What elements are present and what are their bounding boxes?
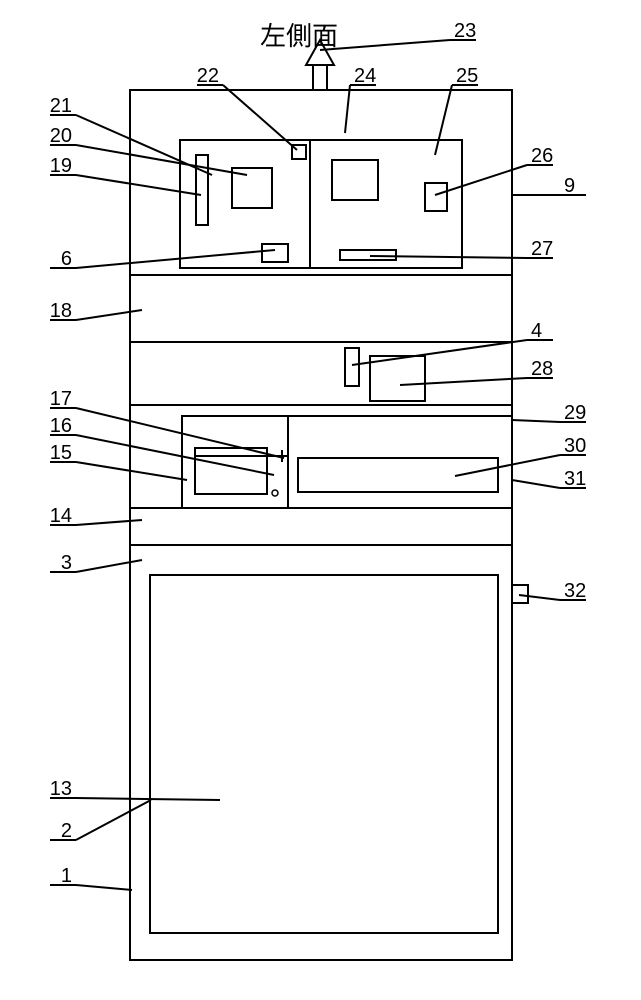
leader-4 bbox=[352, 340, 527, 365]
leader-18 bbox=[76, 310, 142, 320]
part-24 bbox=[332, 160, 378, 200]
label-29: 29 bbox=[564, 402, 586, 424]
label-24: 24 bbox=[354, 65, 376, 87]
label-19: 19 bbox=[50, 155, 72, 177]
leader-27 bbox=[370, 256, 527, 258]
label-1: 1 bbox=[61, 865, 72, 887]
part-30 bbox=[298, 458, 498, 492]
label-17: 17 bbox=[50, 388, 72, 410]
part-26 bbox=[425, 183, 447, 211]
part-16 bbox=[272, 490, 278, 496]
part-6 bbox=[262, 244, 288, 262]
label-6: 6 bbox=[61, 248, 72, 270]
label-28: 28 bbox=[531, 358, 553, 380]
outline-1 bbox=[130, 90, 512, 960]
leader-1 bbox=[76, 885, 132, 890]
leader-15 bbox=[76, 462, 187, 480]
label-25: 25 bbox=[456, 65, 478, 87]
leader-13 bbox=[76, 798, 220, 800]
leader-29 bbox=[512, 420, 560, 422]
label-4: 4 bbox=[531, 320, 542, 342]
leader-25 bbox=[435, 85, 452, 155]
label-9: 9 bbox=[564, 175, 575, 197]
panel-9 bbox=[180, 140, 462, 268]
panel-2 bbox=[150, 575, 498, 933]
label-18: 18 bbox=[50, 300, 72, 322]
label-21: 21 bbox=[50, 95, 72, 117]
leader-14 bbox=[76, 520, 142, 525]
label-22: 22 bbox=[197, 65, 219, 87]
leader-32 bbox=[519, 595, 560, 600]
part-28 bbox=[370, 356, 425, 401]
leader-23 bbox=[320, 40, 450, 50]
part-4 bbox=[345, 348, 359, 386]
leader-26 bbox=[435, 165, 527, 195]
label-3: 3 bbox=[61, 552, 72, 574]
label-27: 27 bbox=[531, 238, 553, 260]
leader-28 bbox=[400, 378, 527, 385]
label-14: 14 bbox=[50, 505, 72, 527]
label-31: 31 bbox=[564, 468, 586, 490]
label-16: 16 bbox=[50, 415, 72, 437]
leader-2 bbox=[76, 800, 151, 840]
label-2: 2 bbox=[61, 820, 72, 842]
leader-19 bbox=[76, 175, 201, 195]
diagram-canvas: 左側面2322242521201926962718428172916301531… bbox=[0, 0, 641, 1000]
label-26: 26 bbox=[531, 145, 553, 167]
part-27 bbox=[340, 250, 396, 260]
arrow-23-shaft bbox=[313, 65, 327, 90]
label-15: 15 bbox=[50, 442, 72, 464]
title-text: 左側面 bbox=[260, 22, 338, 51]
label-32: 32 bbox=[564, 580, 586, 602]
label-30: 30 bbox=[564, 435, 586, 457]
part-32 bbox=[512, 585, 528, 603]
leader-24 bbox=[345, 85, 350, 133]
leader-20 bbox=[76, 145, 247, 175]
label-20: 20 bbox=[50, 125, 72, 147]
label-23: 23 bbox=[454, 20, 476, 42]
leader-31 bbox=[512, 480, 560, 488]
leader-3 bbox=[76, 560, 142, 572]
label-13: 13 bbox=[50, 778, 72, 800]
leader-6 bbox=[76, 250, 275, 268]
